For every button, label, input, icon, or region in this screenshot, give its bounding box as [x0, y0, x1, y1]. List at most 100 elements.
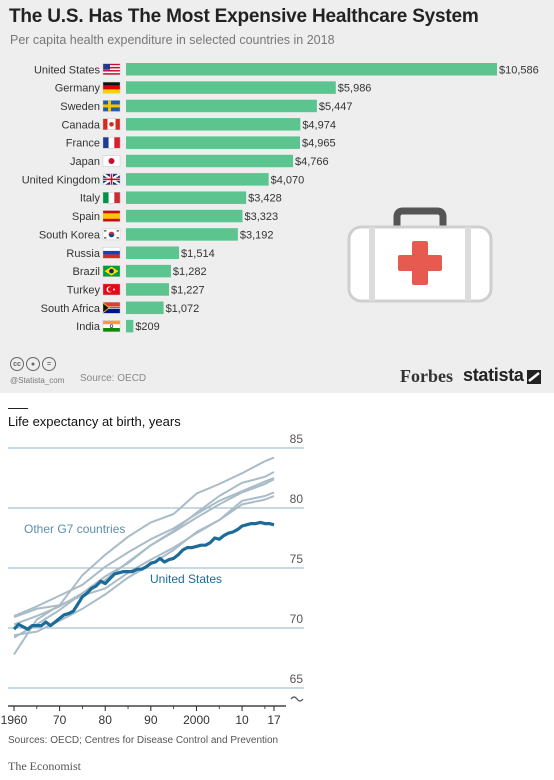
flag-japan-icon — [102, 155, 121, 167]
flag-turkey-icon — [102, 283, 121, 296]
x-tick-2017: 17 — [267, 713, 281, 727]
bar-label-united-kingdom: United Kingdom — [22, 174, 100, 186]
flag-france-icon — [102, 136, 121, 149]
bar-value-brazil: $1,282 — [173, 266, 207, 278]
g7-line-4 — [13, 471, 275, 639]
g7-line-1 — [13, 456, 275, 655]
bar-brazil — [126, 264, 171, 278]
bar-label-south-africa: South Africa — [41, 303, 101, 315]
x-tick-1960: 1960 — [1, 713, 28, 727]
bar-value-india: $209 — [135, 321, 159, 333]
bar-label-turkey: Turkey — [67, 284, 101, 296]
y-tick-70: 70 — [290, 612, 304, 626]
bar-label-south-korea: South Korea — [39, 229, 101, 241]
bar-russia — [126, 246, 180, 259]
source-note-economist: Sources: OECD; Centres for Disease Contr… — [8, 735, 279, 746]
us-line — [12, 520, 275, 631]
bar-value-sweden: $5,447 — [319, 101, 353, 113]
g7-line-5 — [13, 495, 275, 637]
flag-united-states-icon — [102, 63, 121, 75]
x-tick-1970: 70 — [53, 713, 67, 727]
life-expectancy-title: Life expectancy at birth, years — [8, 414, 181, 429]
bar-value-south-korea: $3,192 — [240, 229, 274, 241]
chart-subtitle: Per capita health expenditure in selecte… — [10, 33, 335, 47]
bar-value-japan: $4,766 — [295, 156, 329, 168]
bar-label-germany: Germany — [55, 83, 101, 95]
y-tick-75: 75 — [290, 552, 304, 566]
bar-united-states — [126, 63, 497, 76]
bar-label-sweden: Sweden — [60, 101, 100, 113]
bar-label-japan: Japan — [70, 156, 100, 168]
x-tick-1990: 90 — [144, 713, 158, 727]
statista-handle: @Statista_com — [10, 376, 65, 385]
g7-line-3 — [13, 478, 275, 626]
y-tick-85: 85 — [290, 432, 304, 446]
flag-brazil-icon — [102, 265, 121, 277]
flag-south-africa-icon — [102, 302, 121, 314]
creative-commons-icon: cc — [10, 357, 24, 371]
g7-line-2 — [13, 477, 275, 617]
bar-label-canada: Canada — [61, 119, 100, 131]
flag-sweden-icon — [102, 100, 121, 112]
bar-value-spain: $3,323 — [244, 211, 278, 223]
bar-canada — [126, 118, 301, 131]
x-tick-2000: 2000 — [183, 713, 210, 727]
bar-label-india: India — [76, 321, 101, 333]
bar-india — [126, 319, 134, 333]
economist-logo: The Economist — [8, 759, 81, 773]
bar-sweden — [126, 99, 317, 113]
statista-infographic: The U.S. Has The Most Expensive Healthca… — [0, 0, 554, 393]
bar-japan — [126, 154, 294, 168]
axis-break-icon — [290, 696, 304, 702]
x-tick-2010: 10 — [235, 713, 249, 727]
g7-line-6 — [13, 491, 275, 619]
bar-label-italy: Italy — [80, 193, 101, 205]
statista-logo: statista — [463, 365, 524, 385]
bar-united-kingdom — [126, 173, 269, 186]
series-label-us: United States — [150, 572, 222, 586]
bar-south-africa — [126, 301, 164, 315]
flag-canada-icon — [102, 118, 121, 131]
bar-spain — [126, 209, 243, 223]
flag-italy-icon — [102, 191, 121, 204]
attribution-icon: ● — [26, 357, 40, 371]
flag-united-kingdom-icon — [102, 172, 121, 186]
y-tick-80: 80 — [290, 492, 304, 506]
bar-value-russia: $1,514 — [181, 248, 215, 260]
bar-value-canada: $4,974 — [302, 119, 336, 131]
flag-south-korea-icon — [102, 228, 121, 241]
flag-spain-icon — [102, 210, 121, 222]
bar-label-russia: Russia — [66, 248, 101, 260]
bar-value-france: $4,965 — [302, 138, 336, 150]
flag-russia-icon — [102, 247, 121, 259]
license-icons: cc ● = — [10, 357, 56, 371]
flag-india-icon — [102, 320, 121, 332]
flag-germany-icon — [102, 81, 121, 94]
bar-label-brazil: Brazil — [72, 266, 100, 278]
source-note: Source: OECD — [80, 373, 147, 384]
equal-icon: = — [42, 357, 56, 371]
forbes-logo: Forbes — [400, 366, 453, 386]
bar-value-turkey: $1,227 — [171, 284, 205, 296]
bar-value-united-kingdom: $4,070 — [271, 174, 305, 186]
bar-value-germany: $5,986 — [338, 83, 372, 95]
bar-south-korea — [126, 228, 238, 241]
expenditure-bar-chart: United States $10,586 Germany $5,986 Sweden $… — [22, 63, 539, 333]
bar-france — [126, 136, 301, 149]
y-tick-65: 65 — [290, 672, 304, 686]
bar-turkey — [126, 283, 170, 296]
chart-title: The U.S. Has The Most Expensive Healthca… — [9, 6, 479, 27]
bar-italy — [126, 191, 247, 204]
first-aid-kit-icon — [347, 207, 493, 303]
bar-label-france: France — [66, 138, 100, 150]
series-label-g7: Other G7 countries — [24, 522, 125, 536]
x-tick-1980: 80 — [99, 713, 113, 727]
bar-label-spain: Spain — [72, 211, 100, 223]
bar-label-united-states: United States — [34, 64, 101, 76]
statista-logo-icon — [527, 370, 541, 384]
bar-germany — [126, 81, 336, 94]
bar-value-united-states: $10,586 — [499, 64, 539, 76]
bar-value-south-africa: $1,072 — [166, 303, 200, 315]
title-rule — [8, 408, 28, 409]
bar-value-italy: $3,428 — [248, 193, 282, 205]
